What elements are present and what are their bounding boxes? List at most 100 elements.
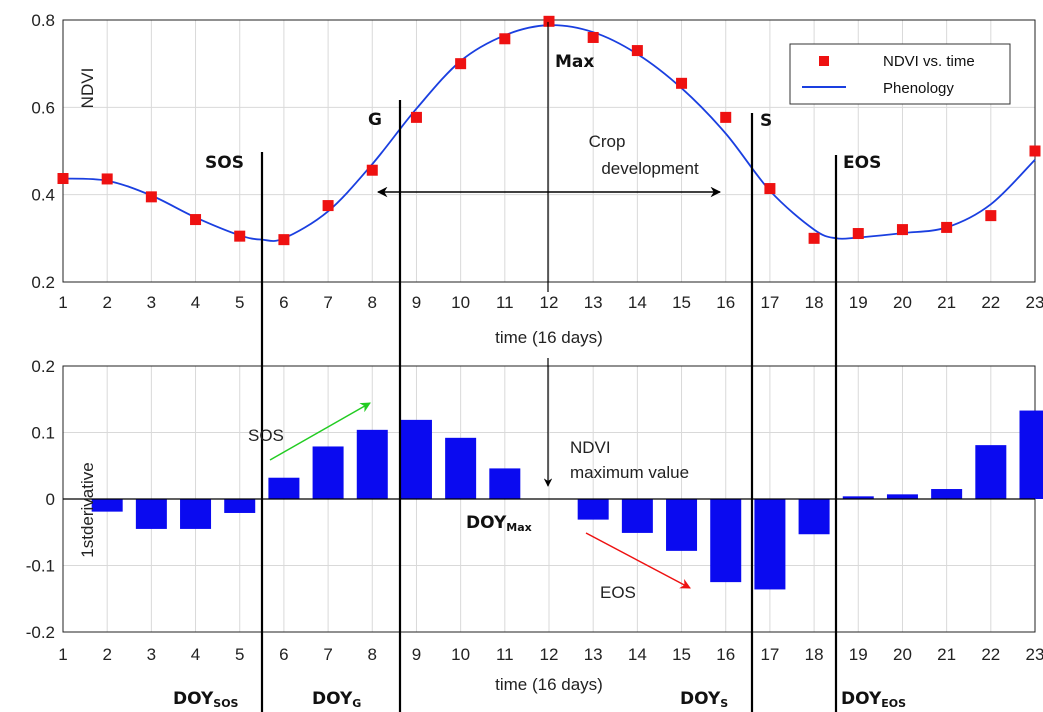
top-x-tick: 9: [412, 293, 421, 312]
bottom-x-tick: 14: [628, 645, 647, 664]
derivative-bar: [356, 429, 388, 499]
ndvi-marker: [941, 221, 953, 233]
legend-phenology-label: Phenology: [883, 80, 954, 97]
ndvi-marker: [499, 33, 511, 45]
bottom-x-tick: 4: [191, 645, 200, 664]
top-x-tick: 21: [937, 293, 956, 312]
derivative-bar: [445, 437, 477, 499]
derivative-bar: [312, 446, 344, 499]
derivative-bar: [666, 499, 698, 551]
top-x-tick: 8: [368, 293, 377, 312]
bottom-x-tick-labels: 1 2 3 4 5 6 7 8 9 10 11 12 13 14 15 16 17 18 19 20 21 22 23: [58, 645, 1043, 664]
eos-label: EOS: [843, 153, 881, 173]
derivative-bar: [489, 468, 521, 499]
bottom-x-tick: 13: [584, 645, 603, 664]
top-x-tick: 2: [102, 293, 111, 312]
top-y-axis-label: NDVI: [78, 68, 97, 109]
bottom-x-tick: 1: [58, 645, 67, 664]
bottom-x-tick: 3: [147, 645, 156, 664]
derivative-bar: [798, 499, 830, 535]
top-x-tick-labels: 1 2 3 4 5 6 7 8 9 10 11 12 13 14 15 16 17 18 19 20 21 22 23: [58, 293, 1043, 312]
ndvi-marker: [676, 77, 688, 89]
ndvi-marker: [322, 200, 334, 212]
doy-max-label: DOYMax: [466, 513, 532, 534]
bottom-x-tick: 6: [279, 645, 288, 664]
derivative-bar: [710, 499, 742, 583]
top-x-tick: 7: [323, 293, 332, 312]
ndvi-marker: [587, 31, 599, 43]
derivative-bar: [268, 477, 300, 499]
bottom-y-tick: 0: [46, 490, 55, 509]
top-x-tick: 15: [672, 293, 691, 312]
ndvi-label: NDVI: [570, 438, 611, 457]
bottom-x-tick: 17: [760, 645, 779, 664]
bottom-x-tick: 5: [235, 645, 244, 664]
bottom-x-tick: 7: [323, 645, 332, 664]
g-label: G: [368, 110, 382, 130]
top-x-tick: 4: [191, 293, 200, 312]
top-x-axis-label: time (16 days): [495, 328, 603, 347]
top-y-tick: 0.4: [31, 186, 55, 205]
ndvi-marker: [1029, 145, 1041, 157]
top-x-tick: 11: [496, 293, 514, 312]
top-x-tick: 19: [849, 293, 868, 312]
ndvi-marker: [278, 234, 290, 246]
derivative-bar: [224, 499, 256, 513]
top-x-tick: 14: [628, 293, 647, 312]
bottom-x-tick: 23: [1026, 645, 1043, 664]
bottom-x-tick: 22: [981, 645, 1000, 664]
top-x-tick: 18: [805, 293, 824, 312]
development-label: development: [601, 159, 699, 178]
top-y-tick: 0.2: [31, 273, 55, 292]
top-x-tick: 16: [716, 293, 735, 312]
derivative-bar: [754, 499, 786, 590]
ndvi-marker: [985, 210, 997, 222]
maximum-value-label: maximum value: [570, 463, 689, 482]
bottom-x-axis-label: time (16 days): [495, 675, 603, 694]
ndvi-marker: [764, 183, 776, 195]
bottom-x-tick: 2: [102, 645, 111, 664]
derivative-bar: [842, 496, 874, 499]
derivative-bars: [91, 410, 1043, 590]
top-y-tick: 0.6: [31, 98, 55, 117]
derivative-bar: [886, 494, 918, 499]
top-x-tick: 5: [235, 293, 244, 312]
max-label: Max: [555, 52, 594, 72]
bottom-x-tick: 20: [893, 645, 912, 664]
doy-sos-label: DOYSOS: [173, 689, 239, 710]
ndvi-marker: [543, 15, 555, 27]
bottom-x-tick: 19: [849, 645, 868, 664]
legend-ndvi-label: NDVI vs. time: [883, 53, 975, 70]
derivative-bar: [400, 419, 432, 499]
ndvi-marker: [852, 228, 864, 240]
doy-s-label: DOYS: [680, 689, 728, 710]
bottom-x-tick: 21: [937, 645, 956, 664]
ndvi-marker: [234, 230, 246, 242]
top-y-tick-labels: 0.2 0.4 0.6 0.8: [31, 11, 55, 292]
bottom-y-tick-labels: -0.2 -0.1 0 0.1 0.2: [26, 357, 55, 642]
top-x-tick: 6: [279, 293, 288, 312]
s-label: S: [760, 111, 772, 131]
bottom-y-tick: -0.1: [26, 557, 55, 576]
derivative-bar: [577, 499, 609, 520]
ndvi-marker: [455, 58, 467, 70]
ndvi-marker: [896, 224, 908, 236]
top-x-tick: 17: [760, 293, 779, 312]
ndvi-marker: [808, 232, 820, 244]
derivative-bar: [180, 499, 212, 529]
derivative-bar: [975, 445, 1007, 499]
sos-label: SOS: [205, 153, 244, 173]
derivative-bar: [621, 499, 653, 533]
top-x-tick: 23: [1026, 293, 1043, 312]
sos-rate-label: SOS: [248, 426, 284, 445]
top-x-tick: 13: [584, 293, 603, 312]
top-x-tick: 1: [58, 293, 67, 312]
derivative-bar: [931, 489, 963, 499]
ndvi-marker: [57, 173, 69, 185]
doy-eos-label: DOYEOS: [841, 689, 906, 710]
bottom-y-axis-label: 1stderivative: [78, 462, 97, 557]
bottom-x-tick: 15: [672, 645, 691, 664]
crop-label: Crop: [589, 132, 626, 151]
derivative-bar: [1019, 410, 1043, 499]
